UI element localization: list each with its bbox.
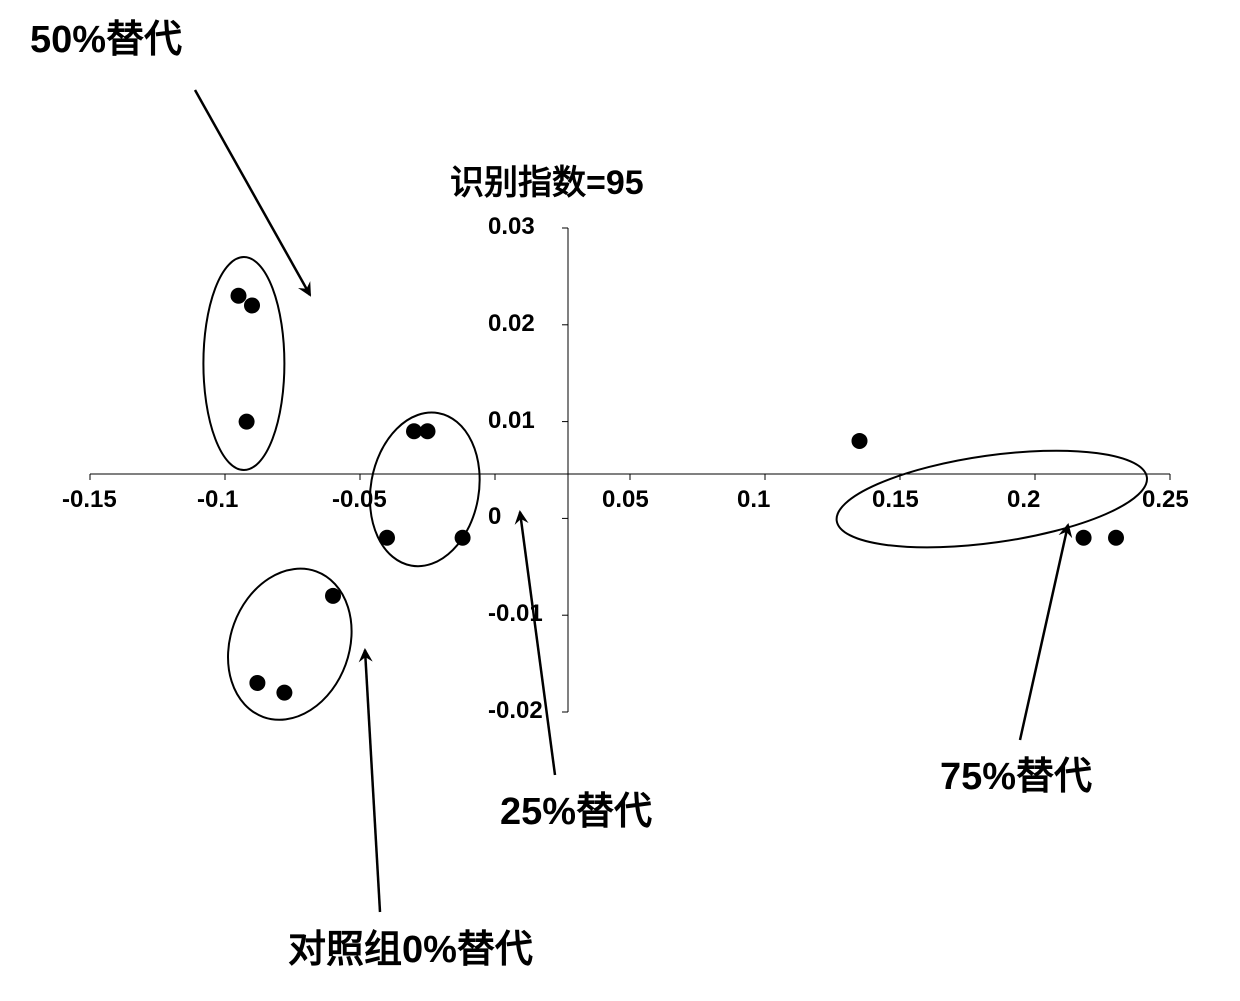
data-point — [1108, 530, 1124, 546]
cluster-ellipse-50 — [203, 257, 284, 470]
y-tick-label: 0.03 — [488, 213, 535, 241]
x-tick-label: 0.25 — [1142, 486, 1189, 514]
annotation-label: 对照组0%替代 — [288, 918, 533, 973]
data-point — [455, 530, 471, 546]
y-tick-label: -0.01 — [488, 600, 543, 628]
x-tick-label: 0.2 — [1007, 486, 1040, 514]
annotation-arrow — [1020, 525, 1068, 740]
y-tick-label: 0.01 — [488, 407, 535, 435]
data-point — [244, 297, 260, 313]
data-point — [852, 433, 868, 449]
data-point — [379, 530, 395, 546]
y-tick-label: 0.02 — [488, 310, 535, 338]
data-point — [231, 288, 247, 304]
data-point — [325, 588, 341, 604]
data-point — [249, 675, 265, 691]
x-tick-label: -0.15 — [62, 486, 117, 514]
data-point — [420, 423, 436, 439]
data-point — [239, 414, 255, 430]
x-tick-label: -0.1 — [197, 486, 238, 514]
annotation-label: 50%替代 — [30, 8, 182, 63]
chart-title: 识别指数=95 — [450, 155, 644, 204]
x-tick-label: 0.05 — [602, 486, 649, 514]
x-tick-label: -0.05 — [332, 486, 387, 514]
annotation-label: 25%替代 — [500, 780, 652, 835]
annotation-arrow — [365, 650, 380, 912]
y-tick-label: -0.02 — [488, 697, 543, 725]
data-point — [276, 685, 292, 701]
annotation-label: 75%替代 — [940, 745, 1092, 800]
y-tick-label: 0 — [488, 503, 501, 531]
data-point — [1076, 530, 1092, 546]
x-tick-label: 0.1 — [737, 486, 770, 514]
annotation-arrow — [195, 90, 310, 295]
cluster-ellipse-0 — [207, 551, 372, 737]
x-tick-label: 0.15 — [872, 486, 919, 514]
annotation-arrow — [520, 512, 555, 775]
